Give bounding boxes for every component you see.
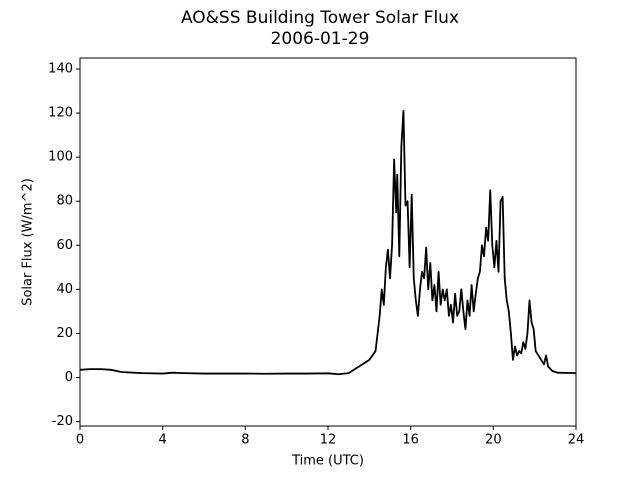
plot-frame [79,57,577,427]
chart-title: AO&SS Building Tower Solar Flux [181,8,459,28]
x-tick-label: 20 [485,433,502,448]
x-tick-label: 8 [241,433,249,448]
x-axis-label: Time (UTC) [291,454,364,469]
y-tick-label: -20 [52,414,73,429]
chart-subtitle: 2006-01-29 [271,29,370,49]
y-axis-label: Solar Flux (W/m^2) [21,178,36,306]
y-tick-label: 140 [48,62,73,77]
y-tick-label: 80 [56,194,73,209]
x-tick-label: 4 [159,433,167,448]
x-tick-label: 16 [402,433,419,448]
y-tick-label: 20 [56,326,73,341]
y-tick-label: 40 [56,282,73,297]
data-line [79,109,577,376]
x-tick-label: 0 [76,433,84,448]
x-tick-label: 24 [568,433,585,448]
y-tick-label: 0 [65,370,73,385]
y-tick-label: 60 [56,238,73,253]
y-tick-label: 120 [48,106,73,121]
x-tick-label: 12 [320,433,337,448]
y-tick-label: 100 [48,150,73,165]
